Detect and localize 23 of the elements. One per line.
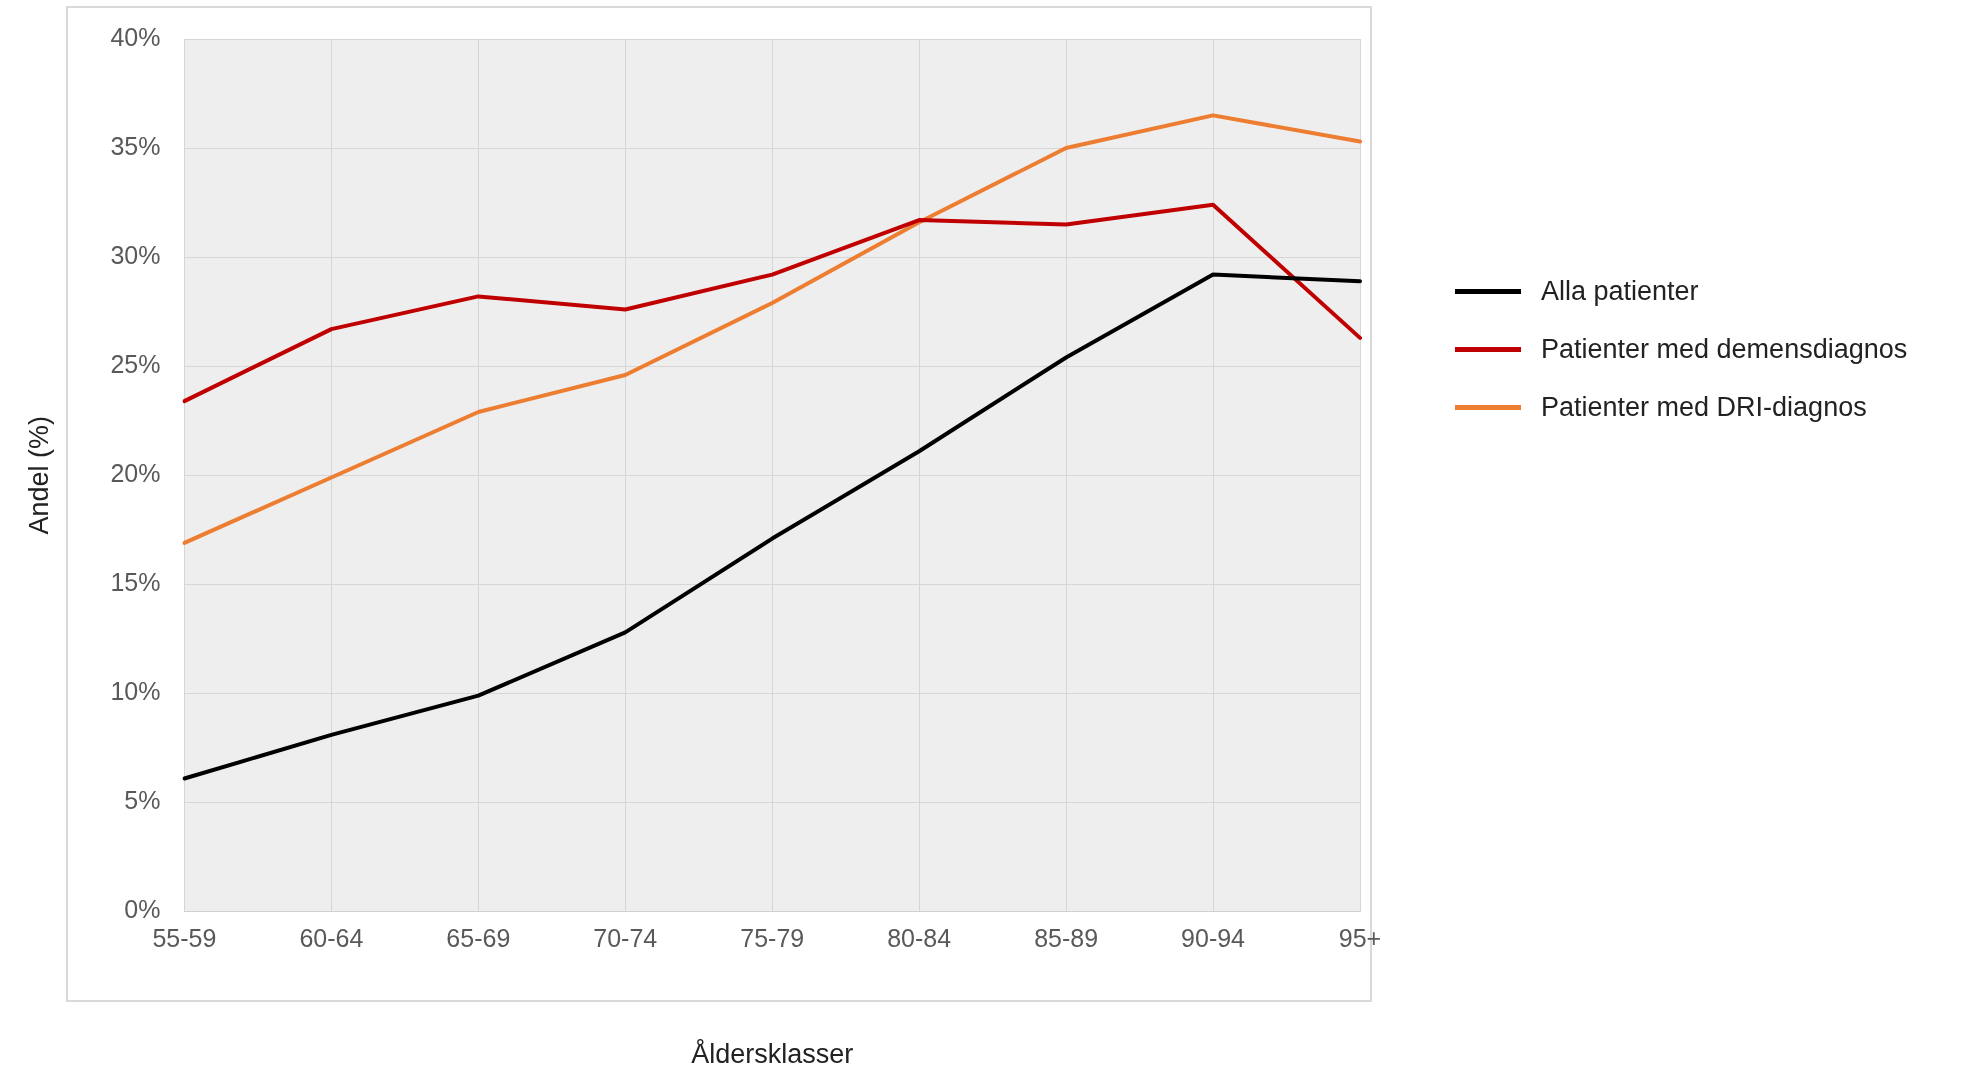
y-axis-title: Andel (%) [23, 416, 54, 535]
x-tick-label: 70-74 [593, 924, 658, 953]
y-tick-label: 15% [110, 568, 161, 597]
y-tick-label: 20% [110, 459, 161, 488]
x-tick-label: 60-64 [299, 924, 364, 953]
x-tick-label: 90-94 [1181, 924, 1246, 953]
x-tick-label: 55-59 [152, 924, 217, 953]
y-tick-label: 30% [110, 241, 161, 270]
x-tick-label: 95+ [1338, 924, 1382, 953]
x-tick-label: 85-89 [1034, 924, 1099, 953]
y-tick-label: 10% [110, 677, 161, 706]
y-tick-label: 0% [124, 895, 161, 924]
legend-label: Patienter med demensdiagnos [1541, 333, 1908, 365]
y-tick-label: 40% [110, 22, 161, 51]
x-tick-label: 65-69 [446, 924, 511, 953]
x-tick-label: 80-84 [887, 924, 952, 953]
x-tick-label: 75-79 [740, 924, 805, 953]
y-tick-label: 25% [110, 350, 161, 379]
legend-label: Patienter med DRI-diagnos [1541, 391, 1867, 423]
y-tick-label: 5% [124, 786, 161, 815]
y-tick-label: 35% [110, 131, 161, 160]
legend-label: Alla patienter [1541, 275, 1699, 307]
x-axis-title: Åldersklasser [691, 1038, 854, 1070]
